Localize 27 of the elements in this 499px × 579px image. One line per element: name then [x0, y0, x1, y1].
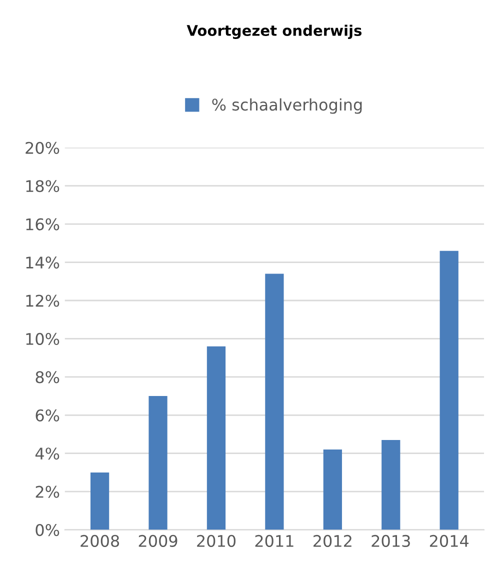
y-tick-label: 0%: [36, 524, 60, 536]
x-tick-label: 2014: [430, 534, 469, 548]
y-tick-label: 4%: [35, 448, 60, 460]
x-tick-label: 2008: [80, 534, 120, 548]
x-tick-label: 2013: [372, 534, 410, 548]
y-tick-label: 2%: [36, 486, 60, 498]
y-tick-label: 18%: [26, 180, 60, 192]
y-tick-label: 10%: [26, 332, 60, 346]
bar: [440, 250, 458, 530]
y-tick-label: 20%: [26, 142, 60, 154]
bar: [382, 440, 400, 530]
chart-title: Voortgezet onderwijs: [186, 24, 362, 39]
bar: [323, 450, 342, 530]
bar: [265, 274, 284, 530]
y-tick-label: 6%: [36, 409, 60, 422]
x-tick-label: 2011: [255, 534, 294, 548]
y-tick-label: 8%: [36, 371, 60, 384]
y-tick-label: 16%: [26, 218, 60, 230]
y-tick-label: 12%: [26, 294, 60, 307]
x-tick-label: 2009: [138, 534, 178, 548]
bar: [206, 346, 226, 530]
bar: [90, 472, 110, 530]
y-tick-label: 14%: [26, 256, 60, 269]
bar: [148, 396, 168, 530]
x-tick-label: 2012: [314, 534, 352, 548]
legend-label: % schaalverhoging: [212, 98, 362, 114]
x-tick-label: 2010: [197, 534, 236, 548]
